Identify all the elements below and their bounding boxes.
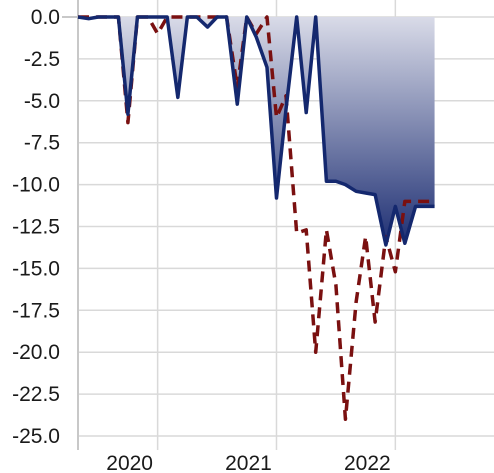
y-tick-label: -12.5 (12, 216, 60, 239)
y-tick-label: -20.0 (12, 341, 60, 364)
y-tick-label: -10.0 (12, 174, 60, 197)
y-tick-labels: 0.0 -2.5 -5.0 -7.5 -10.0 -12.5 -15.0 -17.5 -20.0… (12, 6, 60, 448)
y-tick-label: -5.0 (24, 90, 60, 113)
axis (62, 0, 79, 450)
series-line-solid (77, 15, 435, 247)
y-tick-label: -7.5 (24, 132, 60, 155)
x-tick-label: 2022 (344, 452, 391, 473)
x-tick-labels: 2020 2021 2022 (106, 452, 390, 473)
y-tick-label: -25.0 (12, 425, 60, 448)
y-tick-label: -17.5 (12, 299, 60, 322)
y-tick-label: -22.5 (12, 383, 60, 406)
y-tick-label: -2.5 (24, 48, 60, 71)
y-tick-label: 0.0 (31, 6, 60, 29)
area-layer (78, 17, 435, 245)
grid (78, 0, 494, 450)
x-tick-label: 2020 (106, 452, 153, 473)
line-layer (77, 15, 435, 421)
x-tick-label: 2021 (225, 452, 272, 473)
y-tick-label: -15.0 (12, 257, 60, 280)
series-area-fill (78, 17, 435, 245)
